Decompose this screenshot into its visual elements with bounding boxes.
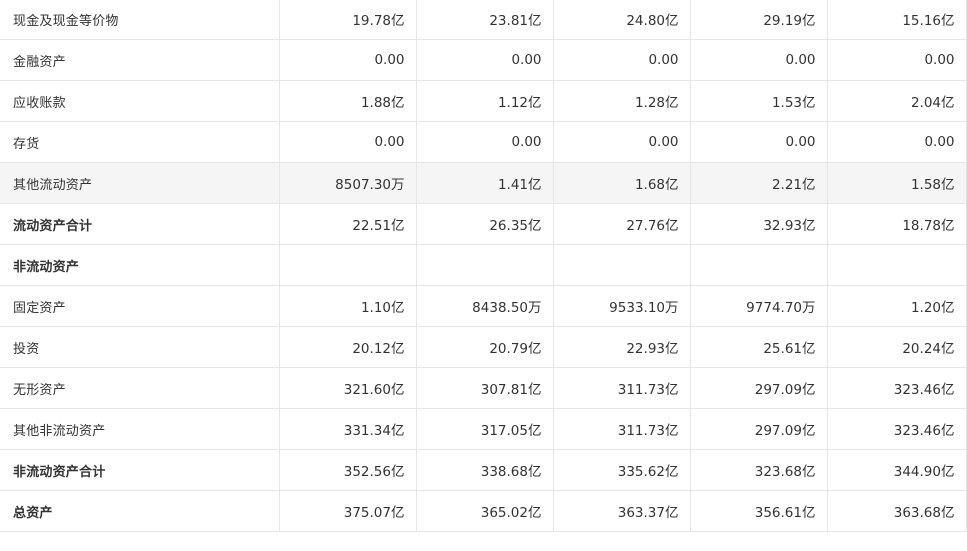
value-cell: 8438.50万 (416, 285, 554, 327)
value-cell: 1.28亿 (553, 80, 691, 122)
table-row[interactable]: 现金及现金等价物 19.78亿 23.81亿 24.80亿 29.19亿 15.16亿 (0, 0, 967, 40)
value-cell: 356.61亿 (690, 490, 828, 532)
row-label: 其他非流动资产 (0, 408, 280, 450)
value-cell: 22.93亿 (553, 326, 691, 368)
value-cell: 323.46亿 (827, 367, 967, 409)
value-cell: 20.12亿 (279, 326, 417, 368)
row-label: 固定资产 (0, 285, 280, 327)
value-cell (416, 244, 554, 286)
value-cell: 26.35亿 (416, 203, 554, 245)
table-row[interactable]: 流动资产合计 22.51亿 26.35亿 27.76亿 32.93亿 18.78亿 (0, 203, 967, 245)
value-cell: 2.21亿 (690, 162, 828, 204)
value-cell (279, 244, 417, 286)
table-row[interactable]: 总资产 375.07亿 365.02亿 363.37亿 356.61亿 363.68亿 (0, 490, 967, 532)
value-cell: 317.05亿 (416, 408, 554, 450)
value-cell: 297.09亿 (690, 408, 828, 450)
value-cell: 1.53亿 (690, 80, 828, 122)
value-cell: 331.34亿 (279, 408, 417, 450)
value-cell: 24.80亿 (553, 0, 691, 40)
table-row[interactable]: 其他流动资产 8507.30万 1.41亿 1.68亿 2.21亿 1.58亿 (0, 162, 967, 204)
value-cell: 323.68亿 (690, 449, 828, 491)
value-cell: 2.04亿 (827, 80, 967, 122)
row-label: 投资 (0, 326, 280, 368)
row-label: 存货 (0, 121, 280, 163)
value-cell: 363.68亿 (827, 490, 967, 532)
value-cell: 297.09亿 (690, 367, 828, 409)
value-cell: 15.16亿 (827, 0, 967, 40)
value-cell: 1.68亿 (553, 162, 691, 204)
balance-sheet-table: 现金及现金等价物 19.78亿 23.81亿 24.80亿 29.19亿 15.16亿 金融… (0, 0, 967, 532)
value-cell: 0.00 (827, 39, 967, 81)
value-cell: 23.81亿 (416, 0, 554, 40)
value-cell: 363.37亿 (553, 490, 691, 532)
value-cell: 311.73亿 (553, 408, 691, 450)
row-label: 非流动资产合计 (0, 449, 280, 491)
table-row[interactable]: 非流动资产合计 352.56亿 338.68亿 335.62亿 323.68亿 344.9… (0, 449, 967, 491)
row-label: 其他流动资产 (0, 162, 280, 204)
value-cell: 352.56亿 (279, 449, 417, 491)
value-cell: 321.60亿 (279, 367, 417, 409)
value-cell: 9774.70万 (690, 285, 828, 327)
value-cell: 0.00 (416, 39, 554, 81)
value-cell: 27.76亿 (553, 203, 691, 245)
value-cell: 1.10亿 (279, 285, 417, 327)
value-cell: 338.68亿 (416, 449, 554, 491)
table-row[interactable]: 金融资产 0.00 0.00 0.00 0.00 0.00 (0, 39, 967, 81)
value-cell: 9533.10万 (553, 285, 691, 327)
value-cell: 32.93亿 (690, 203, 828, 245)
value-cell: 22.51亿 (279, 203, 417, 245)
table-row[interactable]: 非流动资产 (0, 244, 967, 286)
table-row[interactable]: 存货 0.00 0.00 0.00 0.00 0.00 (0, 121, 967, 163)
value-cell: 1.41亿 (416, 162, 554, 204)
row-label: 总资产 (0, 490, 280, 532)
value-cell: 8507.30万 (279, 162, 417, 204)
value-cell: 20.24亿 (827, 326, 967, 368)
table-row[interactable]: 固定资产 1.10亿 8438.50万 9533.10万 9774.70万 1.20亿 (0, 285, 967, 327)
balance-sheet-body: 现金及现金等价物 19.78亿 23.81亿 24.80亿 29.19亿 15.16亿 金融… (0, 0, 967, 532)
value-cell: 365.02亿 (416, 490, 554, 532)
value-cell: 29.19亿 (690, 0, 828, 40)
value-cell: 0.00 (279, 121, 417, 163)
value-cell (690, 244, 828, 286)
value-cell: 0.00 (553, 121, 691, 163)
row-label: 流动资产合计 (0, 203, 280, 245)
value-cell: 20.79亿 (416, 326, 554, 368)
table-row[interactable]: 投资 20.12亿 20.79亿 22.93亿 25.61亿 20.24亿 (0, 326, 967, 368)
value-cell: 344.90亿 (827, 449, 967, 491)
value-cell: 0.00 (416, 121, 554, 163)
row-label: 应收账款 (0, 80, 280, 122)
table-row[interactable]: 无形资产 321.60亿 307.81亿 311.73亿 297.09亿 323.46亿 (0, 367, 967, 409)
row-label: 非流动资产 (0, 244, 280, 286)
value-cell: 323.46亿 (827, 408, 967, 450)
value-cell (827, 244, 967, 286)
value-cell: 375.07亿 (279, 490, 417, 532)
table-row[interactable]: 其他非流动资产 331.34亿 317.05亿 311.73亿 297.09亿 323.4… (0, 408, 967, 450)
value-cell: 0.00 (690, 39, 828, 81)
row-label: 无形资产 (0, 367, 280, 409)
value-cell: 335.62亿 (553, 449, 691, 491)
value-cell (553, 244, 691, 286)
value-cell: 311.73亿 (553, 367, 691, 409)
value-cell: 1.88亿 (279, 80, 417, 122)
table-row[interactable]: 应收账款 1.88亿 1.12亿 1.28亿 1.53亿 2.04亿 (0, 80, 967, 122)
value-cell: 0.00 (827, 121, 967, 163)
value-cell: 1.58亿 (827, 162, 967, 204)
value-cell: 307.81亿 (416, 367, 554, 409)
value-cell: 0.00 (553, 39, 691, 81)
row-label: 现金及现金等价物 (0, 0, 280, 40)
value-cell: 25.61亿 (690, 326, 828, 368)
value-cell: 18.78亿 (827, 203, 967, 245)
value-cell: 0.00 (279, 39, 417, 81)
value-cell: 19.78亿 (279, 0, 417, 40)
value-cell: 1.20亿 (827, 285, 967, 327)
row-label: 金融资产 (0, 39, 280, 81)
value-cell: 1.12亿 (416, 80, 554, 122)
value-cell: 0.00 (690, 121, 828, 163)
